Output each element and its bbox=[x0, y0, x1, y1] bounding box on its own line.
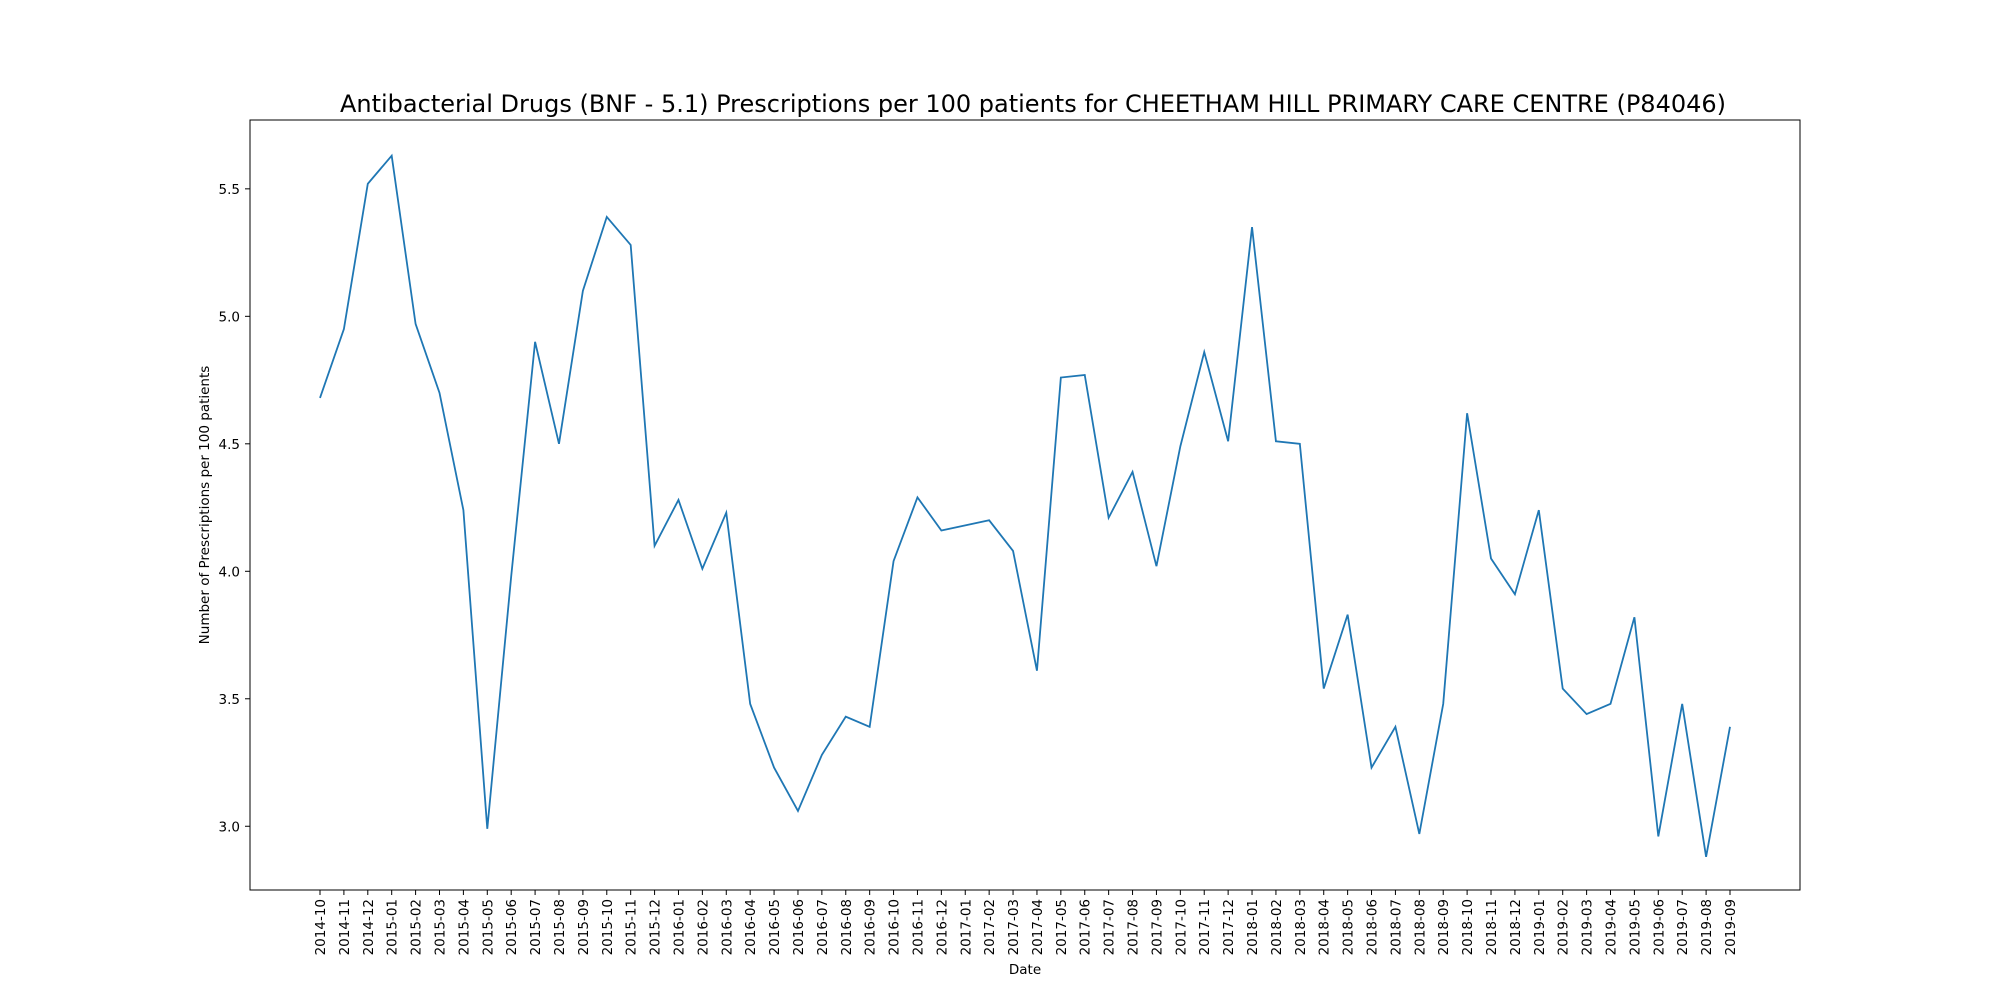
x-tick-label: 2014-11 bbox=[337, 899, 353, 955]
x-tick-label: 2018-09 bbox=[1436, 899, 1452, 955]
x-tick-label: 2016-08 bbox=[839, 899, 855, 955]
x-tick-label: 2016-10 bbox=[887, 899, 903, 955]
x-tick-label: 2018-07 bbox=[1388, 899, 1404, 955]
x-tick-label: 2016-04 bbox=[743, 899, 759, 955]
x-tick-label: 2018-08 bbox=[1412, 899, 1428, 955]
y-tick-label: 5.5 bbox=[219, 182, 240, 198]
x-tick-label: 2016-12 bbox=[934, 899, 950, 955]
x-tick-label: 2017-04 bbox=[1030, 899, 1046, 955]
x-tick-label: 2017-08 bbox=[1126, 899, 1142, 955]
x-tick-label: 2017-01 bbox=[958, 899, 974, 955]
x-tick-label: 2019-06 bbox=[1651, 899, 1667, 955]
x-tick-label: 2019-04 bbox=[1604, 899, 1620, 955]
x-tick-label: 2014-10 bbox=[313, 899, 329, 955]
x-tick-label: 2018-04 bbox=[1317, 899, 1333, 955]
x-tick-label: 2019-02 bbox=[1556, 899, 1572, 955]
y-tick-label: 3.5 bbox=[219, 692, 240, 708]
x-tick-label: 2016-09 bbox=[863, 899, 879, 955]
x-tick-label: 2015-03 bbox=[432, 899, 448, 955]
x-tick-label: 2017-03 bbox=[1006, 899, 1022, 955]
y-tick-label: 4.5 bbox=[219, 437, 240, 453]
x-tick-label: 2019-09 bbox=[1723, 899, 1739, 955]
x-tick-label: 2016-06 bbox=[791, 899, 807, 955]
x-tick-label: 2015-11 bbox=[624, 899, 640, 955]
x-tick-label: 2017-09 bbox=[1149, 899, 1165, 955]
x-tick-label: 2018-12 bbox=[1508, 899, 1524, 955]
x-tick-label: 2015-05 bbox=[480, 899, 496, 955]
x-tick-label: 2019-08 bbox=[1699, 899, 1715, 955]
x-tick-label: 2019-05 bbox=[1627, 899, 1643, 955]
x-tick-label: 2017-02 bbox=[982, 899, 998, 955]
x-tick-label: 2015-07 bbox=[528, 899, 544, 955]
x-tick-label: 2019-07 bbox=[1675, 899, 1691, 955]
x-tick-label: 2018-02 bbox=[1269, 899, 1285, 955]
x-tick-label: 2017-05 bbox=[1054, 899, 1070, 955]
x-tick-label: 2018-03 bbox=[1293, 899, 1309, 955]
x-axis: 2014-10 2014-11 2014-12 2015-01 2015-02 2015-… bbox=[313, 890, 1739, 955]
x-tick-label: 2014-12 bbox=[361, 899, 377, 955]
x-tick-label: 2017-10 bbox=[1173, 899, 1189, 955]
x-tick-label: 2015-10 bbox=[600, 899, 616, 955]
x-tick-label: 2017-07 bbox=[1102, 899, 1118, 955]
x-tick-label: 2015-12 bbox=[648, 899, 664, 955]
y-tick-label: 4.0 bbox=[219, 564, 240, 580]
x-tick-label: 2015-08 bbox=[552, 899, 568, 955]
x-tick-label: 2017-06 bbox=[1078, 899, 1094, 955]
y-tick-label: 3.0 bbox=[219, 819, 240, 835]
x-tick-label: 2015-09 bbox=[576, 899, 592, 955]
plot-frame bbox=[249, 119, 1801, 891]
x-tick-label: 2019-03 bbox=[1580, 899, 1596, 955]
x-tick-label: 2015-06 bbox=[504, 899, 520, 955]
x-tick-label: 2016-03 bbox=[719, 899, 735, 955]
x-tick-label: 2015-02 bbox=[409, 899, 425, 955]
x-tick-label: 2018-06 bbox=[1365, 899, 1381, 955]
y-tick-label: 5.0 bbox=[219, 309, 240, 325]
x-tick-label: 2016-02 bbox=[695, 899, 711, 955]
x-tick-label: 2016-01 bbox=[671, 899, 687, 955]
x-tick-label: 2018-01 bbox=[1245, 899, 1261, 955]
series-line bbox=[319, 153, 1731, 858]
x-axis-label: Date bbox=[1009, 962, 1041, 978]
x-tick-label: 2015-04 bbox=[456, 899, 472, 955]
x-tick-label: 2017-12 bbox=[1221, 899, 1237, 955]
chart-title: Antibacterial Drugs (BNF - 5.1) Prescrip… bbox=[340, 90, 1726, 118]
y-axis: 3.0 3.5 4.0 4.5 5.0 5.5 bbox=[219, 182, 250, 835]
x-tick-label: 2018-11 bbox=[1484, 899, 1500, 955]
y-axis-label: Number of Prescriptions per 100 patients bbox=[197, 366, 213, 645]
x-tick-label: 2015-01 bbox=[385, 899, 401, 955]
x-tick-label: 2016-07 bbox=[815, 899, 831, 955]
x-tick-label: 2016-11 bbox=[910, 899, 926, 955]
x-tick-label: 2018-10 bbox=[1460, 899, 1476, 955]
x-tick-label: 2017-11 bbox=[1197, 899, 1213, 955]
x-tick-label: 2019-01 bbox=[1532, 899, 1548, 955]
x-tick-label: 2016-05 bbox=[767, 899, 783, 955]
x-tick-label: 2018-05 bbox=[1341, 899, 1357, 955]
